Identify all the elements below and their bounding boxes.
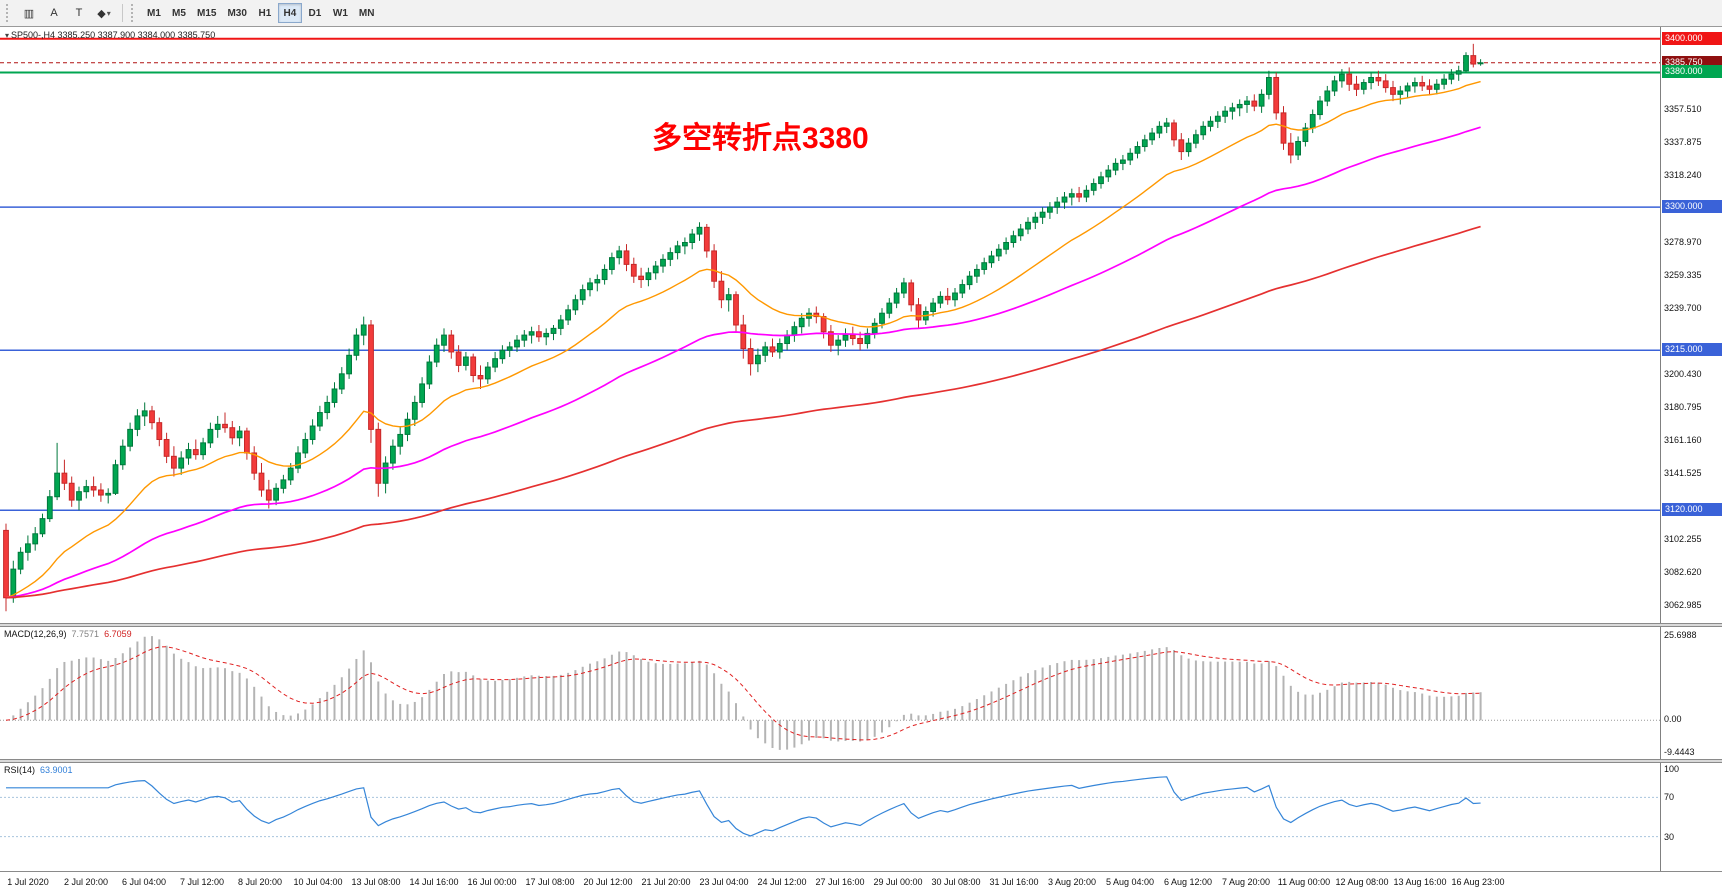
rsi-value: 63.9001 — [40, 765, 73, 775]
panel-separator[interactable] — [0, 759, 1722, 763]
time-label: 16 Aug 23:00 — [1451, 877, 1505, 887]
time-label: 31 Jul 16:00 — [989, 877, 1039, 887]
price-tick: 3318.240 — [1664, 170, 1702, 181]
time-label: 13 Jul 08:00 — [351, 877, 401, 887]
time-label: 12 Aug 08:00 — [1335, 877, 1389, 887]
rsi-scale-30: 30 — [1664, 831, 1675, 842]
price-badge-3400.000: 3400.000 — [1662, 31, 1722, 45]
macd-main-value: 7.7571 — [71, 629, 100, 639]
timeframe-m1-button[interactable]: M1 — [142, 3, 166, 23]
time-label: 29 Jul 00:00 — [873, 877, 923, 887]
time-label: 13 Aug 16:00 — [1393, 877, 1447, 887]
macd-label: MACD(12,26,9) 7.7571 6.7059 — [4, 629, 132, 639]
price-badge-3380.000: 3380.000 — [1662, 65, 1722, 79]
price-tick: 3259.335 — [1664, 269, 1702, 280]
price-badge-3120.000: 3120.000 — [1662, 503, 1722, 517]
time-label: 20 Jul 12:00 — [583, 877, 633, 887]
price-tick: 3082.620 — [1664, 567, 1702, 578]
timeframe-d1-button[interactable]: D1 — [303, 3, 327, 23]
macd-histogram — [12, 636, 1482, 750]
text-label-tool-button[interactable]: A — [42, 3, 66, 23]
timeframe-m5-button[interactable]: M5 — [167, 3, 191, 23]
macd-panel: MACD(12,26,9) 7.7571 6.7059 25.6988 0.00 -… — [0, 627, 1722, 759]
rsi-axis[interactable]: 100 70 30 — [1660, 763, 1722, 871]
time-label: 5 Aug 04:00 — [1105, 877, 1155, 887]
macd-canvas[interactable] — [0, 627, 1660, 759]
price-axis[interactable]: 3357.510 3337.875 3318.240 3278.970 3259.335… — [1660, 27, 1722, 623]
panel-separator[interactable] — [0, 623, 1722, 627]
macd-scale-max: 25.6988 — [1664, 630, 1697, 640]
price-tick: 3062.985 — [1664, 600, 1702, 611]
time-label: 7 Jul 12:00 — [179, 877, 225, 887]
macd-name: MACD(12,26,9) — [4, 629, 67, 639]
chart-mode-button[interactable]: ▥ — [17, 3, 41, 23]
price-tick: 3200.430 — [1664, 368, 1702, 379]
macd-signal-value: 6.7059 — [104, 629, 132, 639]
time-label: 16 Jul 00:00 — [467, 877, 517, 887]
candlesticks — [3, 43, 1484, 612]
price-tick: 3161.160 — [1664, 434, 1702, 445]
ma-slow-line — [5, 225, 1481, 599]
toolbar-separator — [122, 4, 123, 22]
rsi-scale-70: 70 — [1664, 792, 1675, 803]
time-label: 2 Jul 20:00 — [63, 877, 109, 887]
rsi-line — [6, 776, 1481, 837]
rsi-panel: RSI(14) 63.9001 100 70 30 — [0, 763, 1722, 871]
time-label: 6 Jul 04:00 — [121, 877, 167, 887]
rsi-canvas[interactable] — [0, 763, 1660, 871]
macd-scale-zero: 0.00 — [1664, 714, 1682, 725]
price-tick: 3180.795 — [1664, 401, 1702, 412]
macd-scale-min: -9.4443 — [1664, 747, 1695, 757]
price-tick: 3239.700 — [1664, 302, 1702, 313]
price-tick: 3357.510 — [1664, 104, 1702, 115]
shapes-icon: ◆ — [97, 7, 106, 20]
timeframe-h4-button[interactable]: H4 — [277, 3, 302, 23]
time-label: 21 Jul 20:00 — [641, 877, 691, 887]
ma-mid-line — [5, 126, 1481, 599]
symbol-ohlc-readout: SP500-,H4 3385.250 3387.900 3384.000 338… — [11, 30, 216, 40]
time-label: 24 Jul 12:00 — [757, 877, 807, 887]
rsi-scale-100: 100 — [1664, 764, 1680, 774]
macd-axis[interactable]: 25.6988 0.00 -9.4443 — [1660, 627, 1722, 759]
timeframe-m15-button[interactable]: M15 — [192, 3, 221, 23]
price-tick: 3141.525 — [1664, 467, 1702, 478]
text-box-tool-button[interactable]: T — [67, 3, 91, 23]
rsi-name: RSI(14) — [4, 765, 36, 775]
chart-text-annotation[interactable]: 多空转折点3380 — [652, 122, 869, 155]
time-axis[interactable]: 1 Jul 2020 2 Jul 20:00 6 Jul 04:00 7 Jul 12… — [0, 871, 1722, 895]
time-label: 10 Jul 04:00 — [293, 877, 343, 887]
time-label: 11 Aug 00:00 — [1277, 877, 1331, 887]
rsi-label: RSI(14) 63.9001 — [4, 765, 73, 775]
macd-signal-line — [5, 646, 1481, 741]
time-label: 27 Jul 16:00 — [815, 877, 865, 887]
price-tick: 3337.875 — [1664, 137, 1702, 148]
price-badge-3215.000: 3215.000 — [1662, 343, 1722, 357]
time-label: 23 Jul 04:00 — [699, 877, 749, 887]
time-label: 3 Aug 20:00 — [1047, 877, 1097, 887]
chart-title: ▾ SP500-,H4 3385.250 3387.900 3384.000 33… — [5, 30, 215, 40]
price-badge-3300.000: 3300.000 — [1662, 200, 1722, 214]
one-click-trading-toggle[interactable]: ▾ — [5, 31, 10, 40]
shapes-dropdown-button[interactable]: ◆ ▾ — [92, 3, 116, 23]
toolbar: ▥ A T ◆ ▾ M1 M5 M15 M30 H1 H4 D1 W1 MN — [0, 0, 1722, 27]
time-label: 1 Jul 2020 — [7, 877, 49, 887]
price-tick: 3102.255 — [1664, 534, 1702, 545]
ma-fast-line — [5, 80, 1481, 599]
time-label: 14 Jul 16:00 — [409, 877, 459, 887]
time-label: 30 Jul 08:00 — [931, 877, 981, 887]
time-label: 6 Aug 12:00 — [1163, 877, 1213, 887]
timeframe-mn-button[interactable]: MN — [354, 3, 380, 23]
chevron-down-icon: ▾ — [106, 8, 111, 18]
toolbar-grip[interactable] — [131, 4, 137, 22]
timeframe-h1-button[interactable]: H1 — [253, 3, 277, 23]
timeframe-w1-button[interactable]: W1 — [328, 3, 353, 23]
timeframe-m30-button[interactable]: M30 — [222, 3, 251, 23]
main-chart-canvas[interactable] — [0, 27, 1660, 623]
time-label: 8 Jul 20:00 — [237, 877, 283, 887]
time-label: 17 Jul 08:00 — [525, 877, 575, 887]
price-tick: 3278.970 — [1664, 236, 1702, 247]
toolbar-grip[interactable] — [6, 4, 12, 22]
price-chart-panel: ▾ SP500-,H4 3385.250 3387.900 3384.000 33… — [0, 27, 1722, 623]
time-label: 7 Aug 20:00 — [1221, 877, 1271, 887]
